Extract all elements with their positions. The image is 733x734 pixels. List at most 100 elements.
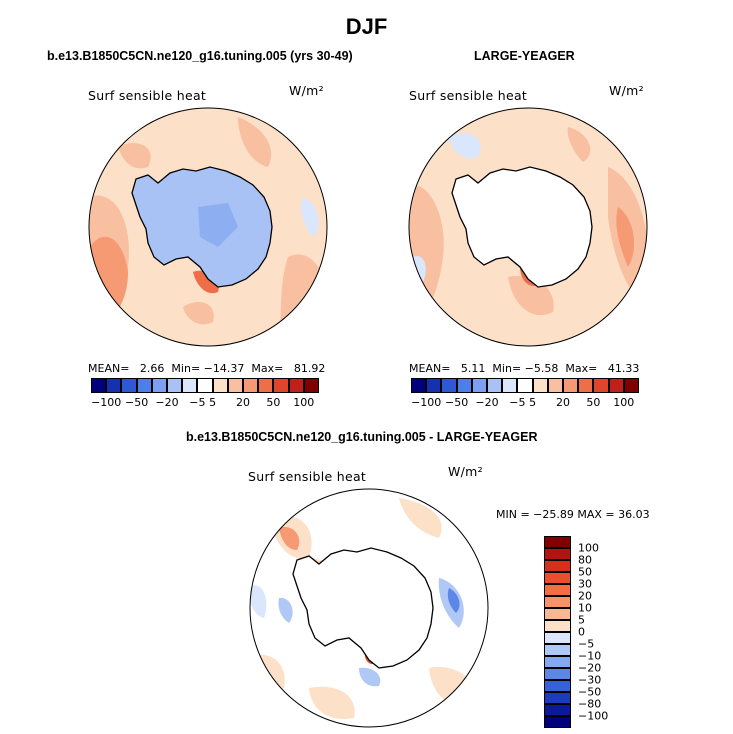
colorbar-swatch — [487, 378, 503, 393]
colorbar-tick-label: 20 — [236, 396, 250, 409]
panel-2-colorbar-ticks: −100 −50 −20 −5 5 20 50 100 — [411, 396, 639, 410]
colorbar-swatch — [544, 548, 571, 560]
colorbar-tick-label: 5 — [578, 613, 585, 627]
panel-3-field-label: Surf sensible heat — [248, 469, 367, 484]
colorbar-tick-label: 30 — [578, 577, 592, 591]
colorbar-swatch — [544, 620, 571, 632]
colorbar-tick-label: −50 — [578, 685, 602, 699]
colorbar-tick-label: −100 — [411, 396, 442, 409]
colorbar-swatch — [182, 378, 198, 393]
panel-3-colorbar-ticks: 100 80 50 30 20 10 5 0 −5 −10 −20 −30 −50 −80 −100 — [578, 536, 628, 728]
panel-3-colorbar — [544, 536, 571, 728]
colorbar-swatch — [608, 378, 624, 393]
panel-1-stats: MEAN= 2.66 Min= −14.37 Max= 81.92 — [88, 362, 326, 375]
colorbar-tick-label: 20 — [578, 589, 592, 603]
colorbar-tick-label: −20 — [475, 396, 499, 409]
panel-2-field-label: Surf sensible heat — [409, 88, 528, 103]
colorbar-swatch — [197, 378, 213, 393]
panel-3-antarctica — [292, 547, 434, 669]
colorbar-swatch — [544, 668, 571, 680]
colorbar-swatch — [547, 378, 563, 393]
figure-title: DJF — [345, 14, 388, 39]
colorbar-swatch — [441, 378, 457, 393]
colorbar-swatch — [167, 378, 183, 393]
panel-3-units: W/m² — [448, 464, 483, 479]
colorbar-swatch — [544, 560, 571, 572]
colorbar-swatch — [91, 378, 107, 393]
colorbar-tick-label: −10 — [578, 649, 602, 663]
panel-1-colorbar — [91, 378, 319, 393]
panel-1-field-label: Surf sensible heat — [88, 88, 207, 103]
colorbar-swatch — [544, 596, 571, 608]
colorbar-tick-label: −50 — [124, 396, 149, 409]
colorbar-tick-label: 100 — [578, 541, 599, 555]
colorbar-tick-label: −5 — [509, 396, 526, 409]
colorbar-swatch — [623, 378, 639, 393]
colorbar-swatch — [563, 378, 579, 393]
colorbar-tick-label: −5 — [578, 637, 595, 651]
colorbar-swatch — [243, 378, 259, 393]
colorbar-swatch — [544, 608, 571, 620]
colorbar-tick-label: −30 — [578, 673, 602, 687]
colorbar-swatch — [471, 378, 487, 393]
panel-2-colorbar — [411, 378, 639, 393]
colorbar-swatch — [258, 378, 274, 393]
panel-2-antarctica — [451, 166, 593, 288]
colorbar-swatch — [502, 378, 518, 393]
colorbar-swatch — [544, 716, 571, 728]
colorbar-swatch — [532, 378, 548, 393]
colorbar-swatch — [544, 644, 571, 656]
colorbar-swatch — [544, 704, 571, 716]
colorbar-tick-label: −100 — [91, 396, 122, 409]
colorbar-tick-label: −20 — [578, 661, 602, 675]
panel-2-map — [408, 107, 648, 347]
colorbar-tick-label: 50 — [586, 396, 601, 409]
colorbar-tick-label: 0 — [578, 625, 585, 639]
colorbar-tick-label: 5 — [529, 396, 537, 409]
panel-3-map — [249, 488, 489, 728]
colorbar-swatch — [288, 378, 304, 393]
colorbar-tick-label: 20 — [556, 396, 570, 409]
colorbar-swatch — [544, 632, 571, 644]
colorbar-swatch — [456, 378, 472, 393]
panel-1-map — [88, 107, 328, 347]
panel-3-title: b.e13.B1850C5CN.ne120_g16.tuning.005 - L… — [186, 430, 538, 444]
colorbar-swatch — [426, 378, 442, 393]
colorbar-swatch — [593, 378, 609, 393]
colorbar-tick-label: 5 — [209, 396, 217, 409]
panel-1-title: b.e13.B1850C5CN.ne120_g16.tuning.005 (yr… — [47, 49, 353, 63]
colorbar-tick-label: 80 — [578, 553, 592, 567]
colorbar-tick-label: 50 — [266, 396, 281, 409]
colorbar-tick-label: −5 — [189, 396, 206, 409]
panel-1-colorbar-ticks: −100 −50 −20 −5 5 20 50 100 — [91, 396, 319, 410]
colorbar-swatch — [517, 378, 533, 393]
panel-1-units: W/m² — [289, 83, 324, 98]
colorbar-swatch — [106, 378, 122, 393]
panel-2-title: LARGE-YEAGER — [474, 49, 575, 63]
colorbar-swatch — [578, 378, 594, 393]
colorbar-tick-label: 50 — [578, 565, 592, 579]
colorbar-tick-label: −20 — [155, 396, 179, 409]
colorbar-swatch — [411, 378, 427, 393]
colorbar-swatch — [227, 378, 243, 393]
colorbar-tick-label: −80 — [578, 697, 602, 711]
colorbar-swatch — [121, 378, 137, 393]
panel-2-units: W/m² — [609, 83, 644, 98]
colorbar-tick-label: −50 — [444, 396, 469, 409]
colorbar-swatch — [303, 378, 319, 393]
colorbar-swatch — [212, 378, 228, 393]
colorbar-swatch — [136, 378, 152, 393]
colorbar-tick-label: 100 — [613, 396, 635, 409]
colorbar-swatch — [544, 656, 571, 668]
colorbar-swatch — [273, 378, 289, 393]
colorbar-swatch — [544, 680, 571, 692]
colorbar-tick-label: 10 — [578, 601, 592, 615]
colorbar-swatch — [544, 536, 571, 548]
colorbar-swatch — [544, 692, 571, 704]
colorbar-swatch — [151, 378, 167, 393]
colorbar-tick-label: 100 — [293, 396, 315, 409]
panel-3-minmax: MIN = −25.89 MAX = 36.03 — [496, 508, 650, 521]
colorbar-swatch — [544, 572, 571, 584]
colorbar-swatch — [544, 584, 571, 596]
panel-2-stats: MEAN= 5.11 Min= −5.58 Max= 41.33 — [409, 362, 640, 375]
